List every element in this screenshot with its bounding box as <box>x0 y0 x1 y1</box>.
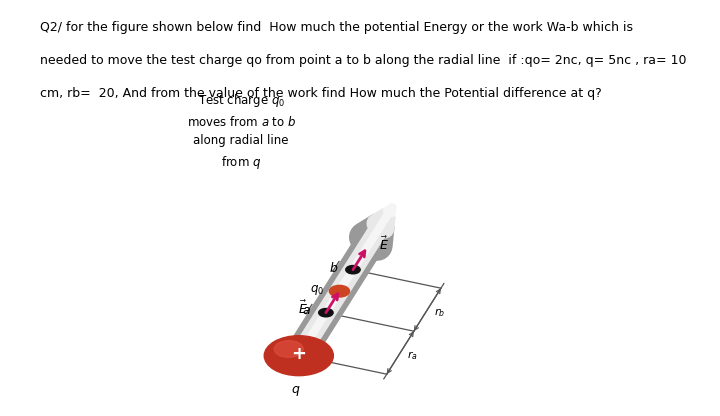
Circle shape <box>319 309 333 317</box>
Text: Test charge $q_0$
moves from $a$ to $b$
along radial line
from $q$: Test charge $q_0$ moves from $a$ to $b$ … <box>186 92 296 171</box>
Text: $r_a$: $r_a$ <box>407 349 418 362</box>
Text: +: + <box>292 344 306 363</box>
Text: $r_b$: $r_b$ <box>434 306 445 319</box>
Text: Q2/ for the figure shown below find  How much the potential Energy or the work W: Q2/ for the figure shown below find How … <box>40 21 633 34</box>
Text: a: a <box>302 304 310 317</box>
Circle shape <box>346 265 360 274</box>
Circle shape <box>274 341 303 357</box>
Circle shape <box>264 336 333 376</box>
Text: $\vec{E}$: $\vec{E}$ <box>379 236 390 253</box>
Circle shape <box>329 285 349 297</box>
Text: $\vec{E}$: $\vec{E}$ <box>298 300 308 317</box>
Text: cm, rb=  20, And from the value of the work find How much the Potential differen: cm, rb= 20, And from the value of the wo… <box>40 87 601 100</box>
Text: $q_0$: $q_0$ <box>310 283 323 297</box>
Text: needed to move the test charge qo from point a to b along the radial line  if :q: needed to move the test charge qo from p… <box>40 54 686 67</box>
Text: q: q <box>292 383 299 396</box>
Text: b: b <box>329 262 337 275</box>
